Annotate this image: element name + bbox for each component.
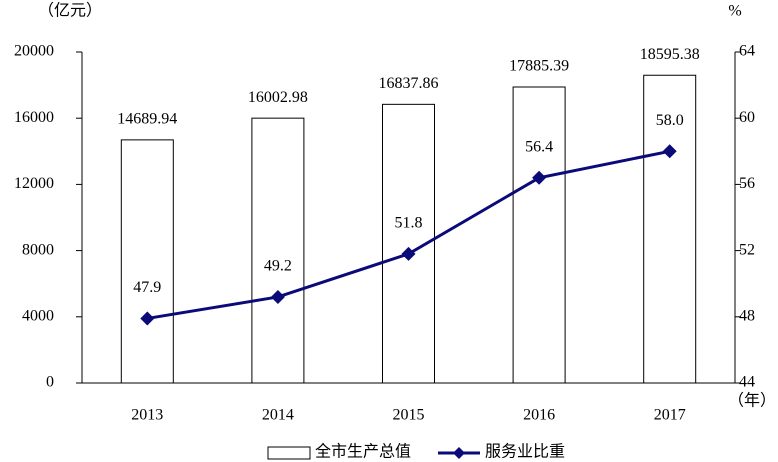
- y-tick-label: 8000: [22, 241, 54, 258]
- x-axis-label: （年）: [728, 392, 776, 410]
- x-tick-label: 2013: [131, 407, 163, 424]
- y-tick-label: 12000: [14, 175, 54, 192]
- y2-tick-label: 52: [739, 241, 755, 258]
- bar-value-label: 16002.98: [248, 89, 308, 106]
- bar: [512, 86, 566, 384]
- legend-label: 全市生产总值: [315, 443, 411, 461]
- x-tick-label: 2017: [654, 407, 686, 424]
- line-value-label: 56.4: [525, 138, 553, 155]
- legend-swatch: [267, 446, 311, 460]
- line-value-label: 58.0: [656, 112, 684, 129]
- y2-axis-label: %: [728, 3, 741, 20]
- bar-value-label: 14689.94: [117, 111, 177, 128]
- y-tick-label: 0: [46, 374, 54, 391]
- y2-tick-label: 56: [739, 175, 755, 192]
- legend-label: 服务业比重: [485, 443, 565, 461]
- bar-value-label: 16837.86: [379, 75, 439, 92]
- y2-tick-label: 48: [739, 307, 755, 324]
- line-marker: [401, 246, 416, 261]
- line-marker: [270, 289, 285, 304]
- x-tick-label: 2014: [262, 407, 294, 424]
- bar: [120, 139, 174, 384]
- line-value-label: 47.9: [133, 279, 161, 296]
- line-marker: [662, 144, 677, 159]
- y2-tick-label: 60: [739, 109, 755, 126]
- y-tick-label: 20000: [14, 43, 54, 60]
- bar: [251, 117, 305, 384]
- bar: [643, 74, 697, 384]
- line-value-label: 49.2: [264, 258, 292, 275]
- x-tick-label: 2015: [393, 407, 425, 424]
- y-tick-label: 16000: [14, 109, 54, 126]
- y2-tick-label: 44: [739, 374, 755, 391]
- line-marker: [532, 170, 547, 185]
- bar-value-label: 17885.39: [509, 58, 569, 75]
- bar-value-label: 18595.38: [640, 46, 700, 63]
- line-marker: [140, 311, 155, 326]
- x-tick-label: 2016: [523, 407, 555, 424]
- y-axis-label: （亿元）: [38, 2, 102, 20]
- line-value-label: 51.8: [395, 215, 423, 232]
- y-tick-label: 4000: [22, 307, 54, 324]
- y2-tick-label: 64: [739, 43, 755, 60]
- legend-swatch-marker: [453, 447, 465, 459]
